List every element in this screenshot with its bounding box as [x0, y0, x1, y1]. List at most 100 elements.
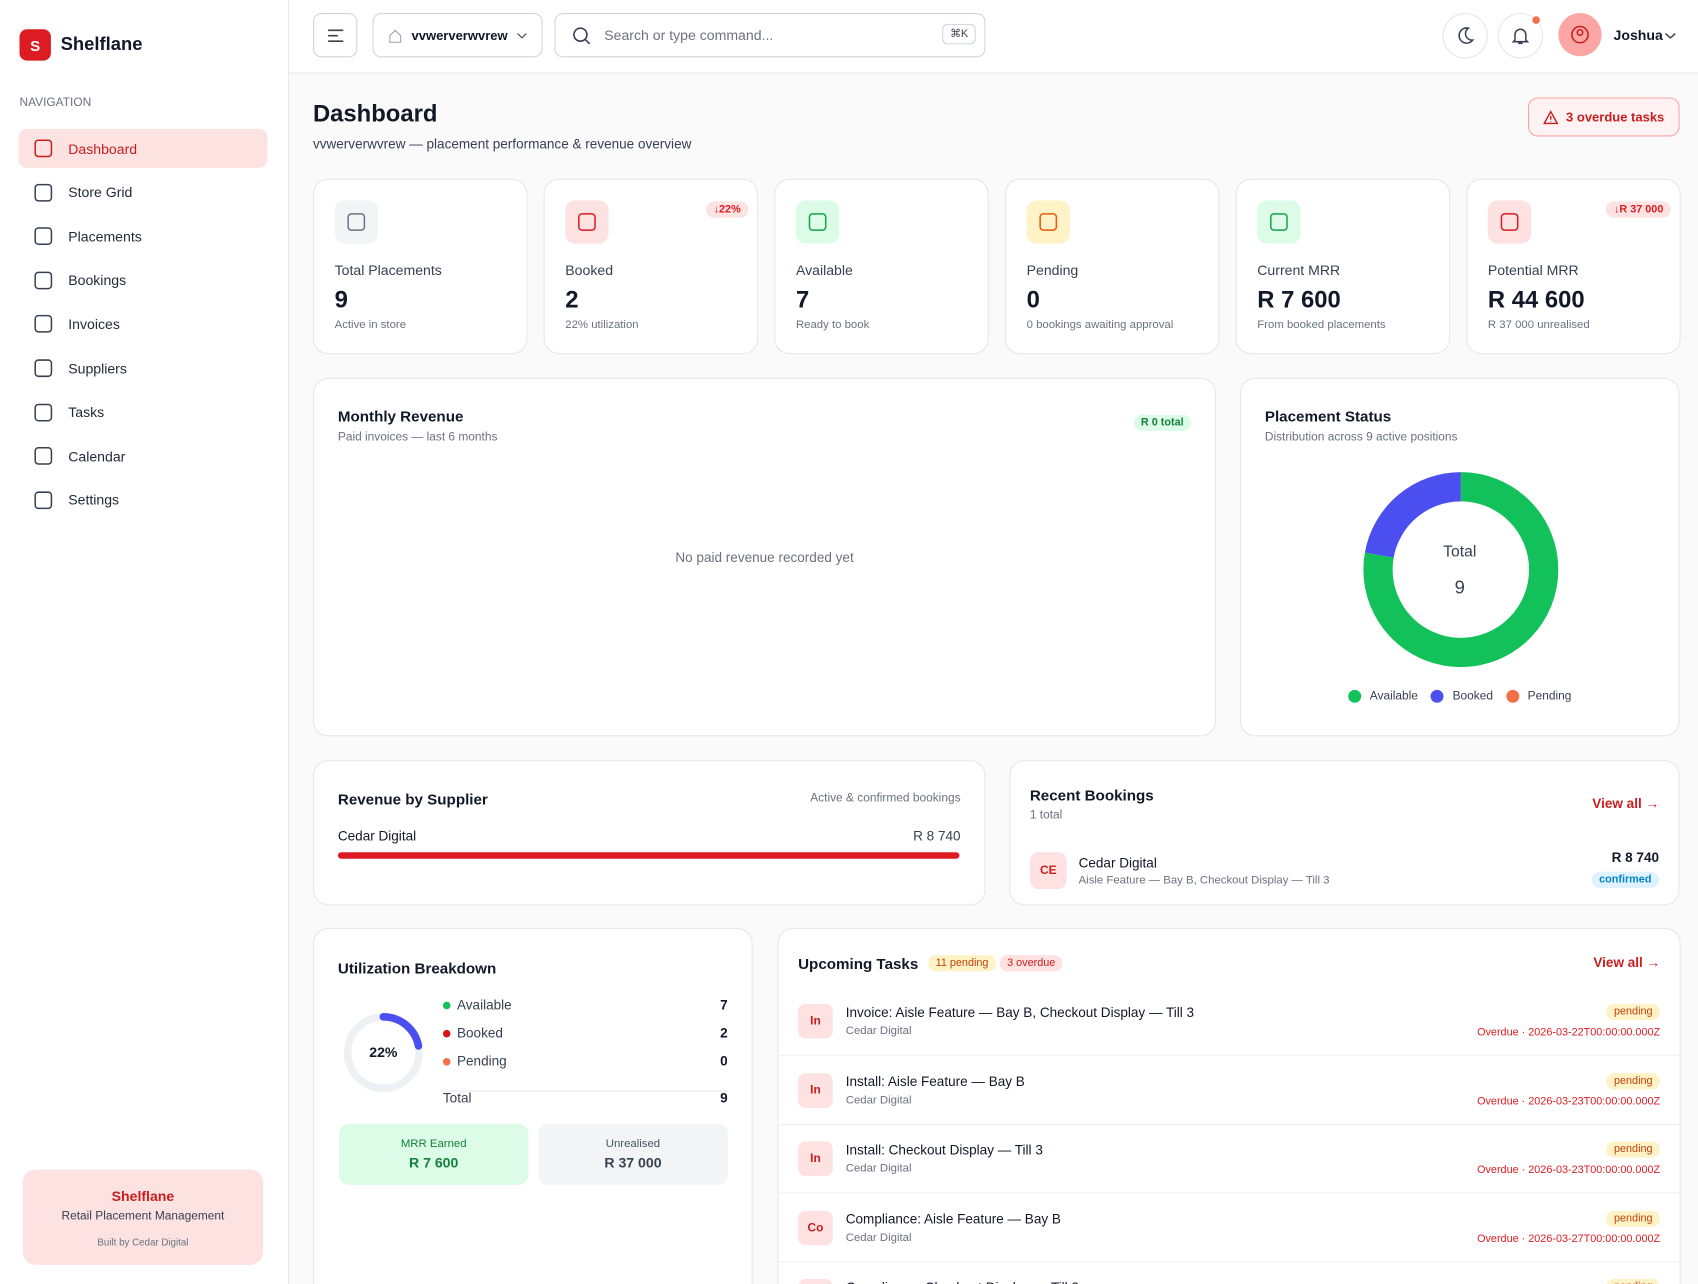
- task-tag: In: [798, 1072, 833, 1108]
- topbar: vvwerverwvrew Search or type command... ⌘…: [289, 0, 1698, 74]
- legend-item: Pending: [1505, 689, 1571, 703]
- donut-center-label: Total: [1443, 543, 1477, 561]
- stat-card: Booked 2 22% utilization ↓22%: [543, 178, 759, 355]
- store-select[interactable]: vvwerverwvrew: [372, 12, 543, 58]
- task-supplier: Cedar Digital: [845, 1024, 912, 1038]
- task-row[interactable]: In Install: Aisle Feature — Bay B Cedar Di…: [778, 1055, 1680, 1125]
- row-dot: [442, 1001, 451, 1010]
- task-due: Overdue · 2026-03-23T00:00:00.000Z: [1477, 1164, 1661, 1177]
- stat-label: Potential MRR: [1487, 262, 1579, 279]
- stat-card: Potential MRR R 44 600 R 37 000 unrealised…: [1466, 178, 1681, 355]
- task-status: pending: [1606, 1278, 1661, 1284]
- overdue-badge: 3 overdue: [999, 955, 1063, 972]
- nav-item[interactable]: Bookings: [18, 261, 267, 300]
- user-name[interactable]: Joshua: [1613, 27, 1663, 44]
- stat-icon: [795, 200, 840, 244]
- task-tag: In: [798, 1141, 833, 1177]
- stat-label: Total Placements: [334, 262, 442, 279]
- stat-value: 0: [1026, 285, 1040, 313]
- task-due: Overdue · 2026-03-22T00:00:00.000Z: [1477, 1026, 1661, 1039]
- stat-icon: [1257, 200, 1301, 244]
- theme-toggle[interactable]: [1442, 12, 1488, 59]
- ring-arc: [343, 1013, 423, 1093]
- stat-label: Current MRR: [1257, 262, 1341, 279]
- nav-label: Store Grid: [68, 184, 133, 201]
- task-title: Install: Aisle Feature — Bay B: [845, 1073, 1025, 1089]
- view-all-link[interactable]: View all →: [1593, 955, 1661, 971]
- row-value: 7: [720, 997, 728, 1013]
- legend-swatch: [1505, 689, 1519, 703]
- footer-credit: Built by Cedar Digital: [97, 1236, 189, 1248]
- sidebar-footer: Shelflane Retail Placement Management Bu…: [22, 1169, 264, 1265]
- stat-label: Booked: [565, 262, 614, 279]
- footer-title: Shelflane: [111, 1187, 175, 1205]
- nav-item[interactable]: Placements: [18, 217, 267, 256]
- stat-card: Current MRR R 7 600 From booked placements: [1235, 178, 1451, 355]
- task-due: Overdue · 2026-03-23T00:00:00.000Z: [1477, 1095, 1661, 1108]
- store-name: vvwerverwvrew: [411, 27, 508, 43]
- card-title: Placement Status: [1264, 407, 1392, 425]
- task-title: Install: Checkout Display — Till 3: [845, 1142, 1043, 1158]
- nav-item[interactable]: Store Grid: [18, 173, 267, 212]
- recent-bookings-card: Recent Bookings 1 total View all → CE Ced…: [1009, 760, 1680, 906]
- logo: S: [19, 29, 51, 61]
- card-title: Revenue by Supplier: [337, 790, 488, 808]
- sidebar: S Shelflane NAVIGATION Dashboard Store Gr…: [0, 0, 290, 1284]
- nav-label: Placements: [68, 228, 142, 245]
- task-row[interactable]: Co Compliance: Aisle Feature — Bay B Cedar…: [778, 1193, 1680, 1263]
- mrr-earned: MRR Earned R 7 600: [338, 1124, 529, 1185]
- nav-item[interactable]: Suppliers: [18, 349, 267, 388]
- booking-amount: R 8 740: [1611, 850, 1660, 866]
- task-supplier: Cedar Digital: [845, 1230, 912, 1244]
- task-status: pending: [1606, 1210, 1661, 1227]
- row-label: Pending: [456, 1053, 507, 1069]
- nav-item[interactable]: Dashboard: [18, 128, 268, 168]
- legend-swatch: [1430, 689, 1444, 703]
- booking-name: Cedar Digital: [1078, 855, 1157, 871]
- booking-status: confirmed: [1591, 871, 1660, 888]
- donut-segment[interactable]: [1363, 472, 1559, 668]
- total-label: Total: [442, 1090, 472, 1106]
- task-tag: In: [798, 1003, 833, 1039]
- view-all-link[interactable]: View all →: [1592, 795, 1660, 812]
- nav-label: Bookings: [68, 272, 127, 289]
- legend-label: Booked: [1452, 689, 1493, 703]
- legend-item: Booked: [1430, 689, 1493, 703]
- stat-value: R 44 600: [1487, 285, 1585, 313]
- avatar[interactable]: [1558, 12, 1602, 57]
- stat-value: R 7 600: [1257, 285, 1341, 313]
- overdue-text: 3 overdue tasks: [1566, 109, 1665, 125]
- stat-note: From booked placements: [1257, 318, 1386, 332]
- notifications[interactable]: [1497, 12, 1544, 59]
- task-row[interactable]: In Install: Checkout Display — Till 3 Ceda…: [778, 1124, 1680, 1194]
- legend-item: Available: [1348, 689, 1418, 703]
- task-status: pending: [1606, 1003, 1661, 1021]
- stat-note: 22% utilization: [565, 318, 639, 332]
- stat-icon: [1487, 200, 1532, 244]
- stat-card: Available 7 Ready to book: [774, 178, 989, 355]
- nav-label: Calendar: [68, 447, 126, 465]
- menu-button[interactable]: [312, 12, 358, 58]
- search-box[interactable]: Search or type command... ⌘K: [554, 12, 986, 58]
- search-placeholder: Search or type command...: [604, 27, 774, 44]
- empty-state: No paid revenue recorded yet: [675, 550, 854, 566]
- monthly-revenue-card: Monthly Revenue Paid invoices — last 6 m…: [312, 377, 1217, 737]
- nav-item[interactable]: Invoices: [18, 305, 267, 344]
- nav-item[interactable]: Settings: [18, 481, 267, 520]
- task-row[interactable]: In Invoice: Aisle Feature — Bay B, Checko…: [778, 987, 1680, 1056]
- mrr-earned-value: R 7 600: [409, 1154, 459, 1171]
- row-label: Booked: [456, 1025, 503, 1041]
- overdue-alert[interactable]: 3 overdue tasks: [1527, 97, 1680, 137]
- nav-label: Settings: [68, 491, 120, 509]
- unrealised: Unrealised R 37 000: [538, 1124, 728, 1185]
- task-title: Compliance: Aisle Feature — Bay B: [845, 1211, 1061, 1227]
- legend-swatch: [1348, 689, 1362, 703]
- nav-item[interactable]: Tasks: [18, 393, 267, 432]
- task-title: Invoice: Aisle Feature — Bay B, Checkout…: [845, 1004, 1195, 1021]
- nav-label: Tasks: [68, 404, 105, 421]
- revenue-badge: R 0 total: [1133, 414, 1192, 431]
- nav-item[interactable]: Calendar: [18, 437, 267, 476]
